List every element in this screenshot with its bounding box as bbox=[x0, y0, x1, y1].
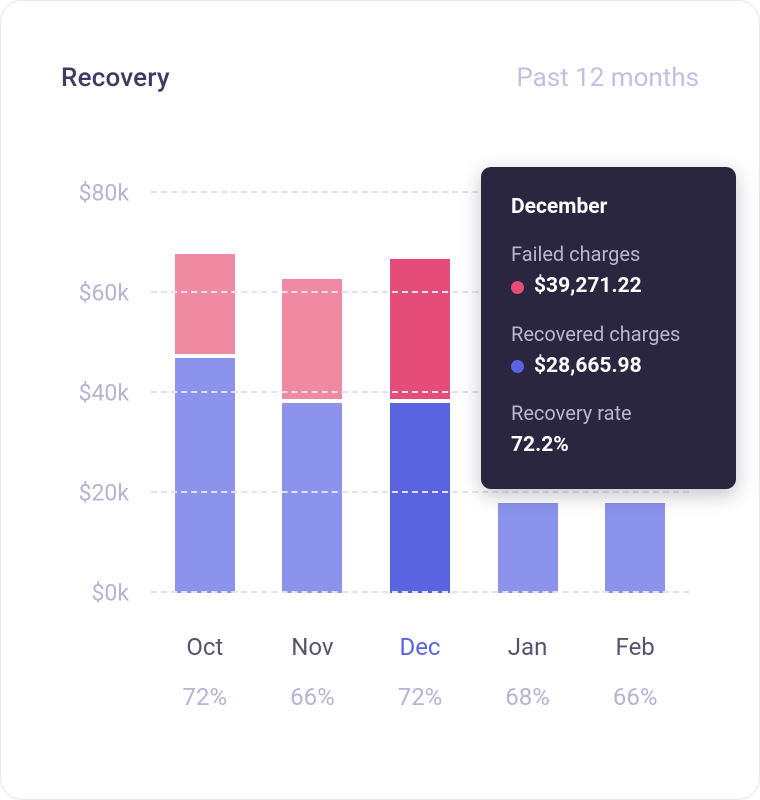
bar-failed bbox=[175, 254, 235, 354]
y-axis-label: $20k bbox=[79, 480, 151, 507]
bar-gap bbox=[175, 354, 235, 358]
tooltip-row-label: Failed charges bbox=[511, 240, 706, 268]
bar-recovered bbox=[282, 403, 342, 593]
tooltip-dot-icon bbox=[511, 281, 524, 294]
x-axis-column: Jan 68% bbox=[498, 633, 558, 711]
x-axis-column: Feb 66% bbox=[605, 633, 665, 711]
x-axis-percent: 66% bbox=[605, 683, 665, 711]
tooltip-value-text: $39,271.22 bbox=[534, 272, 642, 301]
bar-gap bbox=[282, 399, 342, 403]
tooltip: December Failed charges $39,271.22 Recover… bbox=[481, 167, 736, 489]
bar-recovered bbox=[390, 403, 450, 593]
y-axis-label: $40k bbox=[79, 380, 151, 407]
bar-failed bbox=[282, 279, 342, 399]
y-axis-label: $60k bbox=[79, 280, 151, 307]
bar-column[interactable] bbox=[390, 193, 450, 593]
bar-recovered bbox=[175, 358, 235, 593]
x-axis-month: Dec bbox=[390, 633, 450, 661]
x-axis-column: Oct 72% bbox=[175, 633, 235, 711]
x-axis-month: Feb bbox=[605, 633, 665, 661]
x-axis-column: Nov 66% bbox=[282, 633, 342, 711]
x-axis-month: Jan bbox=[498, 633, 558, 661]
card-title: Recovery bbox=[61, 63, 170, 93]
x-axis-percent: 72% bbox=[390, 683, 450, 711]
x-axis-percent: 68% bbox=[498, 683, 558, 711]
tooltip-row-value: 72.2% bbox=[511, 431, 706, 460]
tooltip-row-value: $39,271.22 bbox=[511, 272, 706, 301]
x-axis-month: Oct bbox=[175, 633, 235, 661]
card-header: Recovery Past 12 months bbox=[61, 63, 699, 93]
gridline bbox=[151, 591, 689, 593]
tooltip-title: December bbox=[511, 193, 706, 222]
tooltip-dot-icon bbox=[511, 360, 524, 373]
tooltip-value-text: 72.2% bbox=[511, 431, 569, 460]
y-axis-label: $0k bbox=[91, 580, 151, 607]
x-axis-percent: 72% bbox=[175, 683, 235, 711]
x-axis-column: Dec 72% bbox=[390, 633, 450, 711]
tooltip-row-label: Recovery rate bbox=[511, 399, 706, 427]
bar-recovered bbox=[605, 503, 665, 593]
x-axis: Oct 72% Nov 66% Dec 72% Jan 68% Feb 66% bbox=[151, 633, 689, 711]
recovery-card: Recovery Past 12 months $0k $20k $40k $60k $… bbox=[0, 0, 760, 800]
x-axis-percent: 66% bbox=[282, 683, 342, 711]
tooltip-row-label: Recovered charges bbox=[511, 320, 706, 348]
y-axis-label: $80k bbox=[79, 180, 151, 207]
bar-column[interactable] bbox=[175, 193, 235, 593]
gridline bbox=[151, 491, 689, 493]
bar-failed bbox=[390, 259, 450, 399]
bar-gap bbox=[390, 399, 450, 403]
tooltip-value-text: $28,665.98 bbox=[534, 352, 642, 381]
period-label: Past 12 months bbox=[516, 63, 699, 93]
bar-column[interactable] bbox=[282, 193, 342, 593]
bar-recovered bbox=[498, 503, 558, 593]
x-axis-month: Nov bbox=[282, 633, 342, 661]
tooltip-row-value: $28,665.98 bbox=[511, 352, 706, 381]
